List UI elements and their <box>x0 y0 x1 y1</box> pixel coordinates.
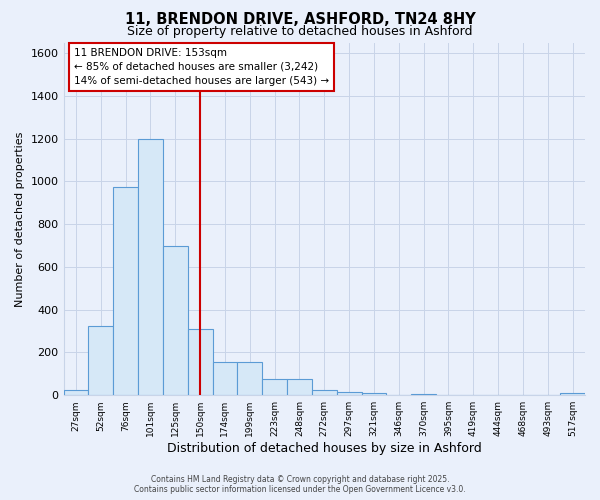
Text: 11 BRENDON DRIVE: 153sqm
← 85% of detached houses are smaller (3,242)
14% of sem: 11 BRENDON DRIVE: 153sqm ← 85% of detach… <box>74 48 329 86</box>
Bar <box>337 392 362 395</box>
Bar <box>113 187 138 395</box>
Bar <box>287 379 312 395</box>
Bar <box>312 390 337 395</box>
X-axis label: Distribution of detached houses by size in Ashford: Distribution of detached houses by size … <box>167 442 482 455</box>
Bar <box>362 393 386 395</box>
Y-axis label: Number of detached properties: Number of detached properties <box>15 131 25 306</box>
Bar <box>212 362 238 395</box>
Bar <box>138 138 163 395</box>
Text: Contains HM Land Registry data © Crown copyright and database right 2025.
Contai: Contains HM Land Registry data © Crown c… <box>134 474 466 494</box>
Bar <box>411 394 436 395</box>
Bar <box>188 329 212 395</box>
Bar <box>88 326 113 395</box>
Bar <box>238 362 262 395</box>
Bar <box>262 379 287 395</box>
Bar <box>64 390 88 395</box>
Text: Size of property relative to detached houses in Ashford: Size of property relative to detached ho… <box>127 25 473 38</box>
Bar <box>163 246 188 395</box>
Text: 11, BRENDON DRIVE, ASHFORD, TN24 8HY: 11, BRENDON DRIVE, ASHFORD, TN24 8HY <box>125 12 475 28</box>
Bar <box>560 393 585 395</box>
